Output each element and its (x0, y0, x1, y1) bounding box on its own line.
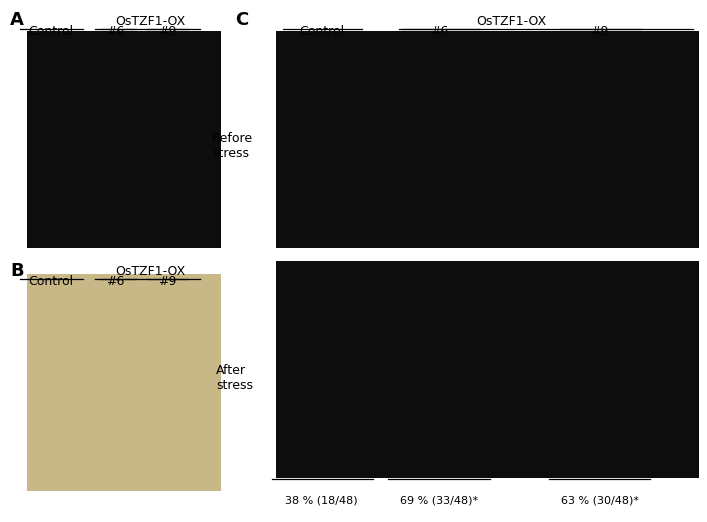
Bar (27, 274, 221, 491)
Text: Control: Control (299, 25, 344, 38)
Text: Before
stress: Before stress (212, 132, 253, 160)
Text: 69 % (33/48)*: 69 % (33/48)* (400, 496, 478, 506)
Text: #6: #6 (106, 275, 124, 288)
Text: 38 % (18/48): 38 % (18/48) (286, 496, 358, 506)
Bar (27, 31, 221, 248)
Text: OsTZF1-OX: OsTZF1-OX (115, 15, 186, 28)
Text: 63 % (30/48)*: 63 % (30/48)* (561, 496, 638, 506)
Text: C: C (235, 11, 248, 29)
Text: #6: #6 (106, 25, 124, 38)
Text: After
stress: After stress (216, 364, 253, 393)
Bar (276, 31, 699, 248)
Text: A: A (10, 11, 24, 29)
Text: #9: #9 (158, 275, 177, 288)
Text: OsTZF1-OX: OsTZF1-OX (115, 265, 186, 278)
Bar (276, 261, 699, 478)
Text: Control: Control (28, 275, 74, 288)
Text: #9: #9 (158, 25, 177, 38)
Text: B: B (10, 262, 23, 280)
Text: OsTZF1-OX: OsTZF1-OX (477, 15, 547, 28)
Text: Control: Control (28, 25, 74, 38)
Text: #6: #6 (430, 25, 448, 38)
Text: #9: #9 (590, 25, 609, 38)
